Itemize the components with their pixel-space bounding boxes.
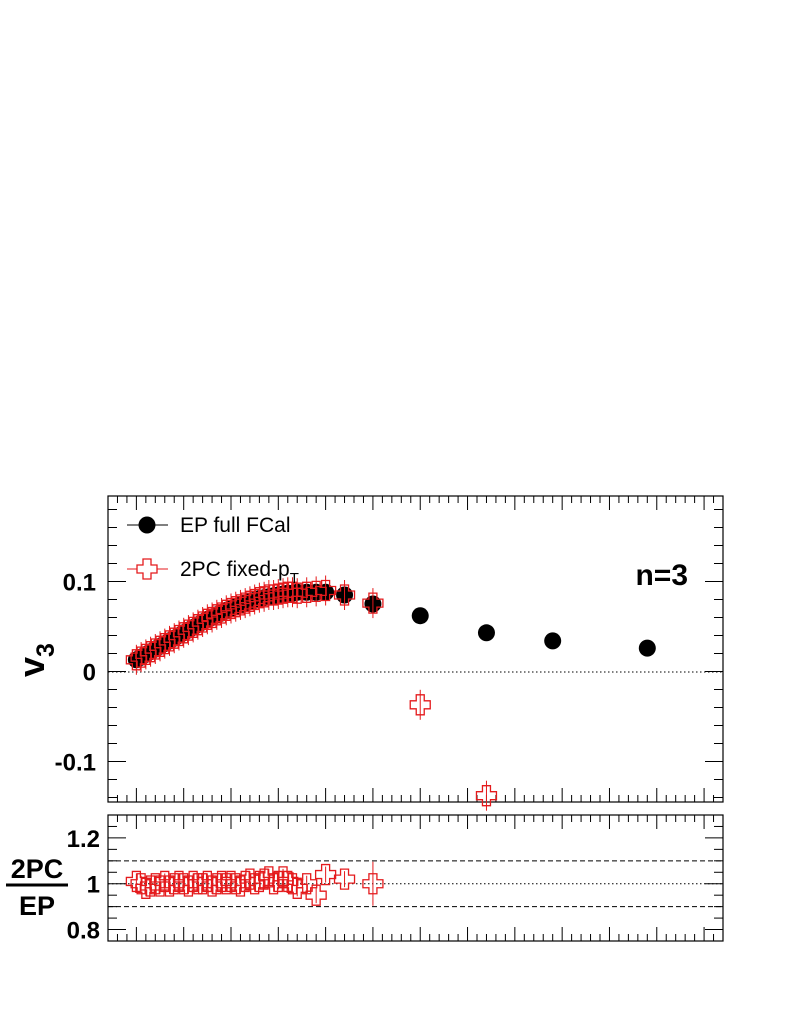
y-axis-label-subscript: 3 bbox=[32, 643, 60, 657]
ratio-y-axis-label: 2PC EP bbox=[6, 854, 68, 921]
main-y-tick-label: 0 bbox=[83, 660, 96, 687]
ratio-data-point bbox=[286, 877, 308, 899]
legend-2pc-label: 2PC fixed-p bbox=[180, 558, 290, 581]
ratio-y-tick-label: 0.8 bbox=[67, 918, 100, 945]
ratio-y-tick-label: 1 bbox=[87, 872, 100, 899]
ratio-label-numerator: 2PC bbox=[11, 854, 64, 884]
ratio-data-point bbox=[277, 870, 299, 893]
2pc-data-point bbox=[314, 579, 337, 602]
main-plot-frame bbox=[107, 495, 724, 803]
ratio-y-tick-label: 1.2 bbox=[67, 826, 100, 853]
main-axis-ticks bbox=[108, 496, 723, 802]
series-ratio bbox=[125, 861, 384, 906]
2pc-data-point bbox=[409, 694, 431, 716]
main-y-tick-label: -0.1 bbox=[55, 750, 96, 777]
ratio-data-point bbox=[125, 870, 148, 893]
ratio-data-point bbox=[144, 873, 166, 895]
legend: EP full FCal 2PC fixed-pT bbox=[127, 514, 299, 587]
ratio-data-point bbox=[305, 884, 327, 906]
ep-data-point bbox=[411, 607, 429, 625]
ratio-label-denominator: EP bbox=[19, 891, 55, 921]
legend-2pc-subscript: T bbox=[290, 570, 299, 587]
legend-ep-marker bbox=[138, 516, 156, 534]
y-axis-label-main: v bbox=[11, 657, 52, 677]
main-y-tick-label: 0.1 bbox=[63, 570, 96, 597]
legend-ep-label: EP full FCal bbox=[180, 514, 291, 537]
ep-data-point bbox=[638, 639, 656, 657]
main-y-axis-label: v3 bbox=[11, 643, 60, 677]
ep-data-point bbox=[477, 624, 495, 642]
svg-text:v3: v3 bbox=[11, 643, 60, 677]
ratio-data-point bbox=[253, 868, 275, 890]
ep-data-point bbox=[544, 632, 562, 650]
ratio-data-point bbox=[248, 870, 271, 893]
main-y-tick-labels: -0.1 0 0.1 bbox=[55, 570, 96, 777]
ratio-data-point bbox=[362, 873, 384, 895]
ratio-data-point bbox=[314, 863, 337, 886]
2pc-data-point bbox=[475, 785, 498, 807]
2pc-data-point bbox=[305, 580, 327, 603]
2pc-data-point bbox=[362, 592, 384, 614]
ratio-axis-ticks bbox=[108, 814, 723, 942]
ratio-reference-lines bbox=[108, 860, 723, 908]
2pc-data-point bbox=[296, 581, 318, 603]
ratio-data-point bbox=[296, 873, 318, 895]
ratio-plot-frame bbox=[107, 814, 724, 942]
ratio-data-point bbox=[333, 868, 356, 890]
harmonic-annotation: n=3 bbox=[635, 559, 688, 592]
2pc-data-point bbox=[333, 584, 356, 606]
ratio-y-tick-labels: 0.8 1 1.2 bbox=[67, 826, 100, 945]
svg-text:2PC fixed-pT: 2PC fixed-pT bbox=[180, 558, 299, 587]
legend-2pc-marker bbox=[136, 558, 158, 580]
2pc-data-point bbox=[286, 582, 308, 604]
series-2pc-fixed-pt bbox=[125, 575, 498, 811]
